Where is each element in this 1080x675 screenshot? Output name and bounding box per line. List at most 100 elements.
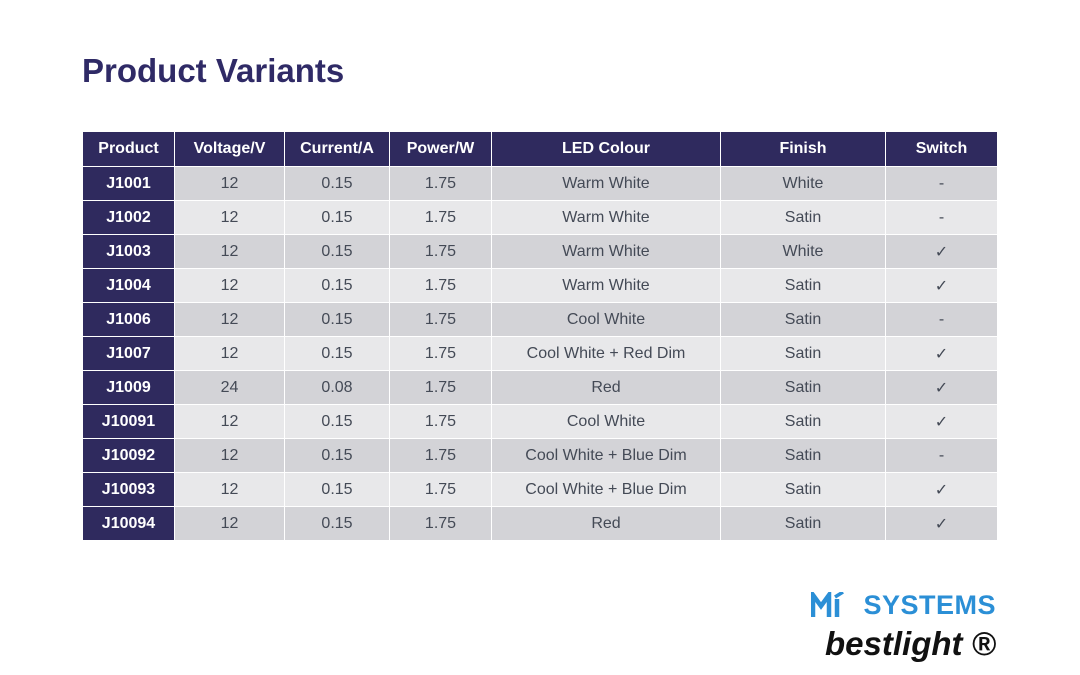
product-cell: J10091 bbox=[82, 404, 175, 439]
column-header: Finish bbox=[720, 131, 886, 167]
power-cell: 1.75 bbox=[389, 166, 492, 201]
switch-cell: ✓ bbox=[885, 506, 998, 541]
page-title: Product Variants bbox=[82, 52, 345, 89]
current-cell: 0.15 bbox=[284, 438, 390, 473]
switch-cell: ✓ bbox=[885, 268, 998, 303]
led-colour-cell: Cool White + Blue Dim bbox=[491, 472, 721, 507]
finish-cell: Satin bbox=[720, 302, 886, 337]
switch-cell: - bbox=[885, 302, 998, 337]
power-cell: 1.75 bbox=[389, 234, 492, 269]
table-row: J1002 12 0.15 1.75 Warm White Satin - bbox=[82, 200, 998, 235]
voltage-cell: 12 bbox=[174, 472, 285, 507]
table-row: J1009 24 0.08 1.75 Red Satin ✓ bbox=[82, 370, 998, 405]
current-cell: 0.15 bbox=[284, 472, 390, 507]
product-cell: J1006 bbox=[82, 302, 175, 337]
finish-cell: Satin bbox=[720, 268, 886, 303]
led-colour-cell: Red bbox=[491, 370, 721, 405]
finish-cell: Satin bbox=[720, 472, 886, 507]
led-colour-cell: Cool White + Red Dim bbox=[491, 336, 721, 371]
table-row: J1004 12 0.15 1.75 Warm White Satin ✓ bbox=[82, 268, 998, 303]
product-cell: J1002 bbox=[82, 200, 175, 235]
power-cell: 1.75 bbox=[389, 472, 492, 507]
product-cell: J1004 bbox=[82, 268, 175, 303]
voltage-cell: 12 bbox=[174, 404, 285, 439]
voltage-cell: 12 bbox=[174, 336, 285, 371]
current-cell: 0.15 bbox=[284, 404, 390, 439]
power-cell: 1.75 bbox=[389, 370, 492, 405]
finish-cell: Satin bbox=[720, 404, 886, 439]
product-cell: J10092 bbox=[82, 438, 175, 473]
finish-cell: Satin bbox=[720, 370, 886, 405]
product-cell: J1009 bbox=[82, 370, 175, 405]
voltage-cell: 12 bbox=[174, 438, 285, 473]
power-cell: 1.75 bbox=[389, 268, 492, 303]
switch-cell: ✓ bbox=[885, 370, 998, 405]
product-cell: J1007 bbox=[82, 336, 175, 371]
power-cell: 1.75 bbox=[389, 302, 492, 337]
table-header-row: Product Voltage/V Current/A Power/W LED … bbox=[82, 131, 998, 167]
voltage-cell: 12 bbox=[174, 506, 285, 541]
column-header: Voltage/V bbox=[174, 131, 285, 167]
finish-cell: Satin bbox=[720, 200, 886, 235]
finish-cell: Satin bbox=[720, 336, 886, 371]
table-row: J10092 12 0.15 1.75 Cool White + Blue Dim Sat… bbox=[82, 438, 998, 473]
finish-cell: White bbox=[720, 234, 886, 269]
column-header: LED Colour bbox=[491, 131, 721, 167]
voltage-cell: 12 bbox=[174, 302, 285, 337]
switch-cell: ✓ bbox=[885, 404, 998, 439]
current-cell: 0.15 bbox=[284, 200, 390, 235]
led-colour-cell: Warm White bbox=[491, 268, 721, 303]
led-colour-cell: Red bbox=[491, 506, 721, 541]
finish-cell: Satin bbox=[720, 506, 886, 541]
product-cell: J1003 bbox=[82, 234, 175, 269]
table-row: J1007 12 0.15 1.75 Cool White + Red Dim Satin… bbox=[82, 336, 998, 371]
current-cell: 0.15 bbox=[284, 302, 390, 337]
table-row: J1001 12 0.15 1.75 Warm White White - bbox=[82, 166, 998, 201]
current-cell: 0.15 bbox=[284, 166, 390, 201]
product-cell: J10093 bbox=[82, 472, 175, 507]
current-cell: 0.15 bbox=[284, 336, 390, 371]
voltage-cell: 12 bbox=[174, 200, 285, 235]
switch-cell: ✓ bbox=[885, 234, 998, 269]
product-cell: J10094 bbox=[82, 506, 175, 541]
table-row: J10093 12 0.15 1.75 Cool White + Blue Dim Sat… bbox=[82, 472, 998, 507]
column-header: Switch bbox=[885, 131, 998, 167]
current-cell: 0.08 bbox=[284, 370, 390, 405]
voltage-cell: 12 bbox=[174, 268, 285, 303]
led-colour-cell: Cool White bbox=[491, 404, 721, 439]
mi-systems-wordmark: SYSTEMS bbox=[811, 590, 996, 620]
company-logo: SYSTEMS bestlight ® bbox=[811, 590, 996, 664]
current-cell: 0.15 bbox=[284, 506, 390, 541]
finish-cell: White bbox=[720, 166, 886, 201]
switch-cell: - bbox=[885, 166, 998, 201]
voltage-cell: 24 bbox=[174, 370, 285, 405]
led-colour-cell: Cool White bbox=[491, 302, 721, 337]
led-colour-cell: Warm White bbox=[491, 234, 721, 269]
switch-cell: ✓ bbox=[885, 336, 998, 371]
current-cell: 0.15 bbox=[284, 234, 390, 269]
table-row: J10094 12 0.15 1.75 Red Satin ✓ bbox=[82, 506, 998, 541]
current-cell: 0.15 bbox=[284, 268, 390, 303]
power-cell: 1.75 bbox=[389, 404, 492, 439]
voltage-cell: 12 bbox=[174, 234, 285, 269]
switch-cell: - bbox=[885, 438, 998, 473]
finish-cell: Satin bbox=[720, 438, 886, 473]
led-colour-cell: Warm White bbox=[491, 200, 721, 235]
switch-cell: - bbox=[885, 200, 998, 235]
bestlight-wordmark: bestlight ® bbox=[825, 625, 996, 662]
led-colour-cell: Warm White bbox=[491, 166, 721, 201]
power-cell: 1.75 bbox=[389, 336, 492, 371]
power-cell: 1.75 bbox=[389, 506, 492, 541]
led-colour-cell: Cool White + Blue Dim bbox=[491, 438, 721, 473]
column-header: Current/A bbox=[284, 131, 390, 167]
power-cell: 1.75 bbox=[389, 438, 492, 473]
power-cell: 1.75 bbox=[389, 200, 492, 235]
mi-logo-icon bbox=[811, 592, 845, 617]
table-row: J10091 12 0.15 1.75 Cool White Satin ✓ bbox=[82, 404, 998, 439]
column-header: Power/W bbox=[389, 131, 492, 167]
table-row: J1003 12 0.15 1.75 Warm White White ✓ bbox=[82, 234, 998, 269]
voltage-cell: 12 bbox=[174, 166, 285, 201]
switch-cell: ✓ bbox=[885, 472, 998, 507]
product-cell: J1001 bbox=[82, 166, 175, 201]
table-row: J1006 12 0.15 1.75 Cool White Satin - bbox=[82, 302, 998, 337]
